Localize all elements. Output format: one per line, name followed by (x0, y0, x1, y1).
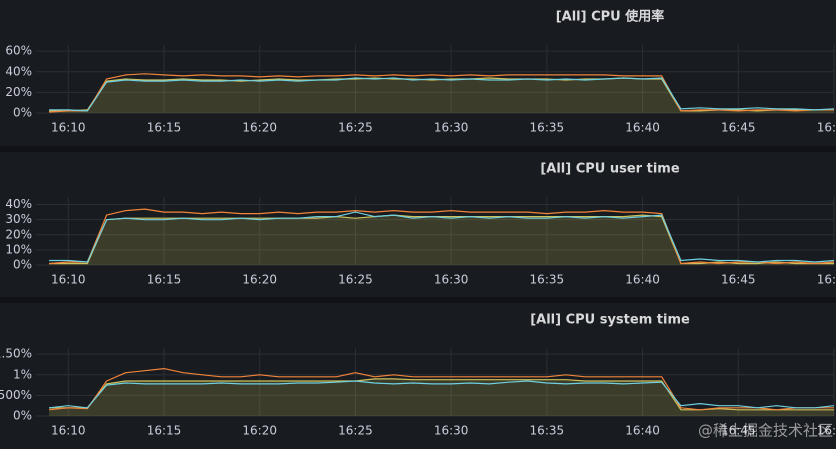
x-tick-label: 16:30 (434, 424, 469, 438)
x-tick-label: 16:50 (817, 121, 836, 135)
y-tick-label: 1.50% (0, 347, 32, 361)
watermark: @稀土掘金技术社区 (698, 422, 833, 440)
x-tick-label: 16:40 (625, 424, 660, 438)
x-tick-label: 16:50 (817, 424, 836, 438)
series-line (49, 368, 834, 411)
x-tick-label: 16:15 (147, 424, 182, 438)
y-tick-label: 10% (5, 242, 32, 256)
y-tick-label: 40% (5, 197, 32, 211)
x-tick-label: 16:20 (242, 273, 277, 287)
x-tick-label: 16:40 (625, 273, 660, 287)
y-tick-label: 0% (13, 409, 32, 423)
x-tick-label: 16:35 (530, 121, 565, 135)
x-tick-label: 16:40 (625, 121, 660, 135)
area (49, 78, 835, 113)
panel (0, 0, 836, 146)
y-tick-label: 60% (5, 44, 32, 58)
x-tick-label: 16:30 (434, 273, 469, 287)
x-tick-label: 16:10 (51, 121, 86, 135)
panel (0, 152, 836, 297)
x-tick-label: 16:25 (338, 273, 373, 287)
y-tick-label: 20% (5, 85, 32, 99)
y-tick-label: 0.500% (0, 388, 32, 402)
x-tick-label: 16:10 (51, 273, 86, 287)
y-tick-label: 1% (13, 367, 32, 381)
x-tick-label: 16:10 (51, 424, 86, 438)
y-tick-label: 40% (5, 64, 32, 78)
panel (0, 303, 836, 449)
area (49, 378, 835, 416)
chart-title: [All] CPU system time (530, 313, 690, 328)
y-tick-label: 0% (13, 106, 32, 120)
series-line (49, 380, 835, 409)
x-tick-label: 16:15 (147, 273, 182, 287)
series-line (49, 77, 835, 112)
y-tick-label: 20% (5, 227, 32, 241)
x-tick-label: 16:30 (434, 121, 469, 135)
series-line (49, 211, 835, 263)
area (49, 215, 835, 265)
x-tick-label: 16:45 (721, 121, 756, 135)
x-tick-label: 16:35 (530, 424, 565, 438)
chart-title: [All] CPU 使用率 (556, 9, 665, 25)
x-tick-label: 16:15 (147, 121, 182, 135)
x-tick-label: 16:25 (338, 424, 373, 438)
x-tick-label: 16:25 (338, 121, 373, 135)
y-tick-label: 0% (13, 258, 32, 272)
x-tick-label: 16:20 (242, 121, 277, 135)
series-line (49, 73, 834, 113)
x-tick-label: 16:20 (242, 424, 277, 438)
plots: [All] CPU 使用率 0% 20% 40% 60% 16:10 16:15 16:20 1… (0, 9, 836, 438)
x-tick-label: 16:50 (817, 273, 836, 287)
y-tick-label: 30% (5, 212, 32, 226)
chart-title: [All] CPU user time (540, 162, 679, 177)
x-tick-label: 16:45 (721, 273, 756, 287)
x-tick-label: 16:45 (721, 424, 756, 438)
series-line (49, 208, 835, 265)
x-tick-label: 16:35 (530, 273, 565, 287)
